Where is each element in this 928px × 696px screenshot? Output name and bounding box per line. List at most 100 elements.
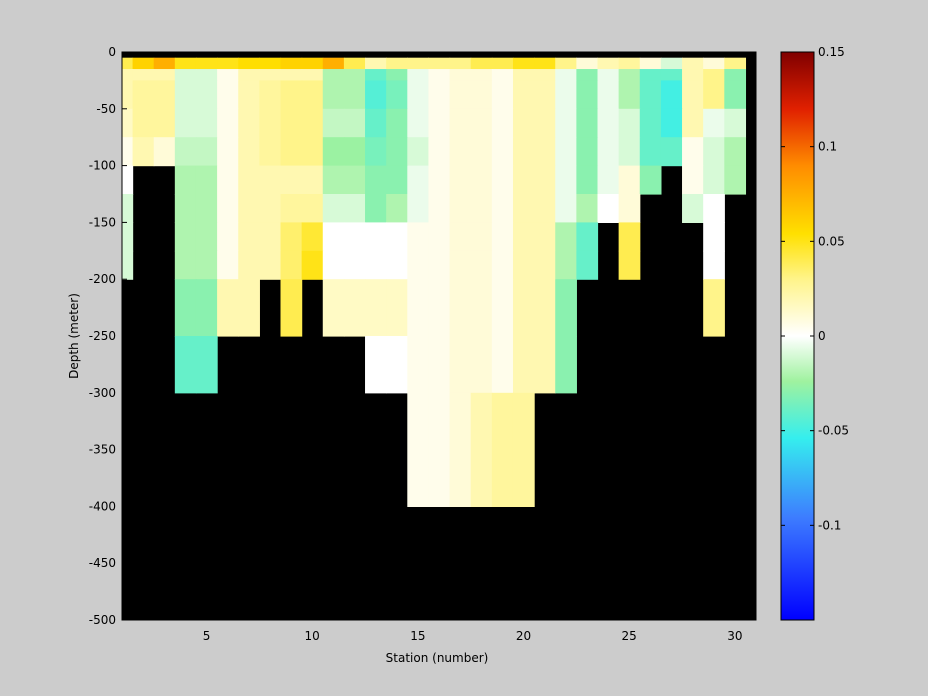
heatmap-cell bbox=[724, 69, 747, 81]
heatmap-cell bbox=[428, 108, 451, 138]
heatmap-cell bbox=[217, 194, 239, 223]
heatmap-cell bbox=[576, 69, 599, 81]
heatmap-cell bbox=[470, 336, 493, 394]
heatmap-cell bbox=[576, 250, 599, 280]
heatmap-cell bbox=[132, 108, 155, 138]
heatmap-cell bbox=[195, 250, 218, 280]
heatmap-cell bbox=[470, 250, 493, 280]
heatmap-cell bbox=[534, 57, 556, 70]
heatmap-cell bbox=[238, 108, 260, 138]
heatmap-cell bbox=[217, 80, 239, 110]
heatmap-cell bbox=[428, 80, 451, 110]
heatmap-cell bbox=[122, 250, 134, 280]
heatmap-cell bbox=[703, 80, 725, 110]
heatmap-cell bbox=[449, 336, 472, 394]
heatmap-cell bbox=[386, 57, 408, 70]
heatmap-cell bbox=[703, 165, 725, 195]
heatmap-cell bbox=[576, 194, 599, 223]
y-tick-label: -400 bbox=[89, 499, 116, 513]
heatmap-cell bbox=[174, 137, 197, 167]
heatmap-cell bbox=[238, 250, 260, 280]
heatmap-cell bbox=[301, 165, 324, 195]
heatmap-cell bbox=[365, 80, 387, 110]
heatmap-cell bbox=[343, 194, 366, 223]
x-tick-label: 20 bbox=[516, 629, 531, 643]
heatmap-cell bbox=[407, 222, 430, 252]
heatmap-cell bbox=[407, 108, 430, 138]
heatmap-cell bbox=[724, 80, 747, 110]
heatmap-cell bbox=[618, 194, 641, 223]
heatmap-cell bbox=[428, 194, 451, 223]
heatmap-cell bbox=[428, 57, 451, 70]
heatmap-cell bbox=[153, 57, 176, 70]
heatmap-cell bbox=[576, 80, 599, 110]
heatmap-cell bbox=[660, 57, 683, 70]
heatmap-cell bbox=[365, 57, 387, 70]
heatmap-cell bbox=[132, 57, 155, 70]
heatmap-cell bbox=[365, 222, 387, 252]
heatmap-cell bbox=[280, 137, 303, 167]
y-tick-label: 0 bbox=[108, 45, 116, 59]
heatmap-cell bbox=[280, 279, 303, 337]
heatmap-cell bbox=[470, 69, 493, 81]
heatmap-cell bbox=[534, 108, 556, 138]
heatmap-cell bbox=[122, 69, 134, 81]
colorbar-tick-label: -0.05 bbox=[818, 424, 849, 438]
heatmap-cell bbox=[703, 69, 725, 81]
heatmap-cell bbox=[174, 336, 197, 394]
heatmap-cell bbox=[618, 165, 641, 195]
heatmap-cell bbox=[491, 279, 514, 337]
heatmap-cell bbox=[534, 69, 556, 81]
heatmap-cell bbox=[365, 165, 387, 195]
heatmap-cell bbox=[470, 392, 493, 507]
heatmap-cell bbox=[280, 80, 303, 110]
heatmap-cell bbox=[491, 69, 514, 81]
heatmap-cell bbox=[660, 137, 683, 167]
heatmap-cell bbox=[449, 279, 472, 337]
heatmap-cell bbox=[217, 165, 239, 195]
heatmap-cell bbox=[449, 165, 472, 195]
heatmap-cell bbox=[682, 194, 704, 223]
heatmap-cell bbox=[238, 222, 260, 252]
heatmap-cell bbox=[428, 222, 451, 252]
heatmap-cell bbox=[280, 108, 303, 138]
heatmap-cell bbox=[238, 165, 260, 195]
heatmap-cell bbox=[534, 194, 556, 223]
heatmap-cell bbox=[122, 222, 134, 252]
heatmap-cell bbox=[407, 80, 430, 110]
y-tick-label: -50 bbox=[96, 102, 116, 116]
heatmap-cell bbox=[512, 222, 535, 252]
y-tick-label: -250 bbox=[89, 329, 116, 343]
heatmap-cell bbox=[512, 336, 535, 394]
y-tick-label: -150 bbox=[89, 215, 116, 229]
heatmap-cell bbox=[512, 194, 535, 223]
heatmap-cell bbox=[449, 250, 472, 280]
heatmap-cell bbox=[280, 250, 303, 280]
heatmap-cell bbox=[195, 222, 218, 252]
heatmap-cell bbox=[470, 222, 493, 252]
heatmap-cell bbox=[259, 194, 282, 223]
heatmap-cell bbox=[322, 69, 345, 81]
heatmap-cell bbox=[555, 336, 577, 394]
heatmap-cell bbox=[618, 250, 641, 280]
heatmap-cell bbox=[259, 222, 282, 252]
heatmap-cell bbox=[195, 336, 218, 394]
heatmap-cell bbox=[724, 137, 747, 167]
heatmap-cell bbox=[322, 165, 345, 195]
heatmap-cell bbox=[322, 108, 345, 138]
heatmap-cell bbox=[259, 108, 282, 138]
heatmap-cell bbox=[407, 336, 430, 394]
heatmap-cell bbox=[470, 57, 493, 70]
x-tick-label: 10 bbox=[305, 629, 320, 643]
heatmap-cell bbox=[407, 69, 430, 81]
heatmap-cell bbox=[280, 165, 303, 195]
heatmap-cell bbox=[428, 137, 451, 167]
heatmap-cell bbox=[639, 165, 662, 195]
heatmap-cell bbox=[597, 57, 620, 70]
heatmap-cell bbox=[682, 69, 704, 81]
heatmap-cell bbox=[449, 69, 472, 81]
heatmap-cell bbox=[555, 250, 577, 280]
heatmap-cell bbox=[259, 69, 282, 81]
heatmap-cell bbox=[534, 336, 556, 394]
heatmap-cell bbox=[449, 137, 472, 167]
